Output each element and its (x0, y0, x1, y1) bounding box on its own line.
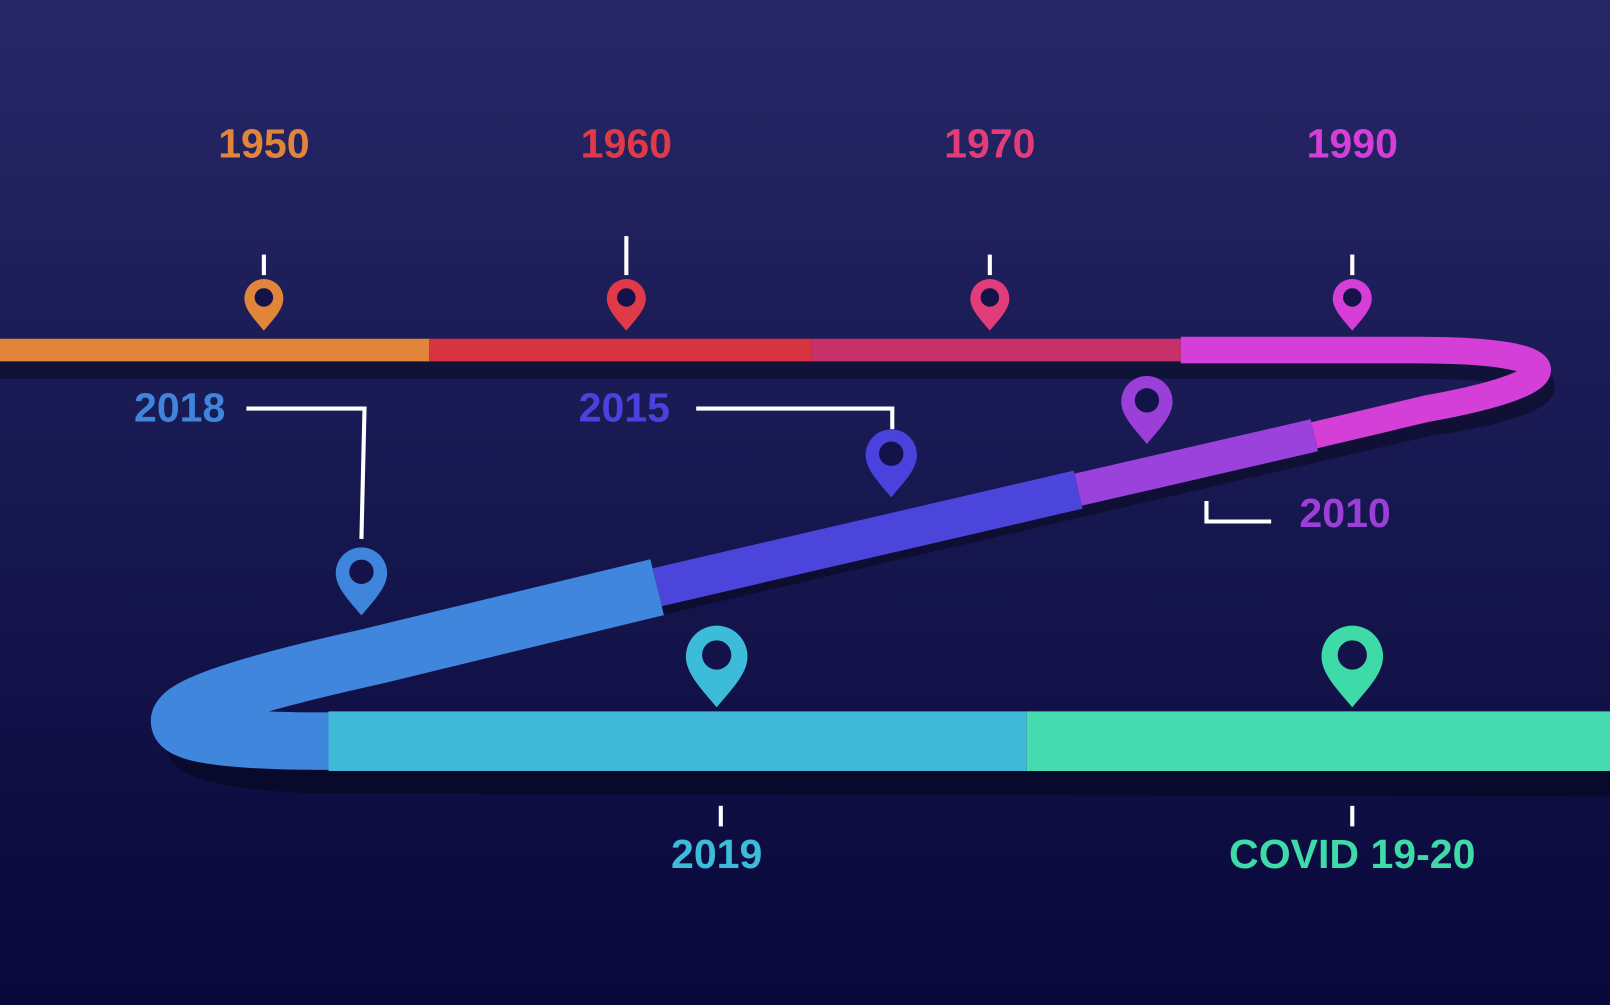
connectors (246, 236, 1355, 827)
pin-hole (980, 288, 1000, 307)
milestone-label: 1960 (581, 121, 672, 167)
location-pin (865, 429, 917, 498)
location-pin (1321, 625, 1384, 708)
location-pin (1332, 278, 1372, 331)
pin-hole (349, 559, 374, 584)
location-pin (606, 278, 646, 331)
location-pin (1121, 375, 1173, 444)
location-pin (244, 278, 284, 331)
milestone-label: 2015 (579, 384, 670, 430)
milestone-label: 2018 (134, 384, 225, 430)
milestone-label: 1950 (218, 121, 309, 167)
pin-hole (879, 441, 904, 466)
road (0, 336, 1610, 797)
milestone-label: 2019 (671, 831, 762, 877)
pin-hole (1337, 640, 1367, 670)
location-pin (335, 547, 388, 616)
milestone-label: COVID 19-20 (1229, 831, 1475, 877)
pin-hole (1343, 288, 1362, 307)
location-pin (970, 278, 1010, 331)
milestone-label: 1970 (944, 121, 1035, 167)
pin-hole (1134, 388, 1160, 413)
location-pin (685, 625, 748, 708)
pin-hole (254, 288, 274, 307)
milestone-label: 1990 (1307, 121, 1398, 167)
pin-hole (617, 288, 636, 307)
pin-hole (702, 640, 732, 670)
milestone-label: 2010 (1299, 490, 1390, 536)
